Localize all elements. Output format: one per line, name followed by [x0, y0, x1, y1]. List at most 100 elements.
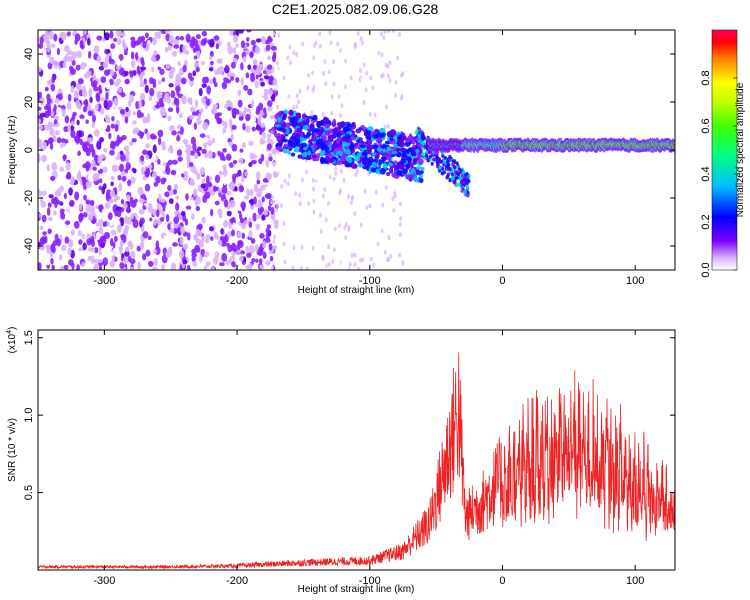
heatmap-cell: [96, 165, 101, 171]
heatmap-cell: [294, 137, 301, 144]
heatmap-cell: [168, 83, 174, 88]
heatmap-cell: [266, 143, 272, 151]
heatmap-cell: [238, 157, 244, 164]
heatmap-cell: [69, 56, 74, 62]
heatmap-cell: [295, 52, 299, 58]
heatmap-cell: [257, 69, 262, 76]
heatmap-cell: [367, 161, 373, 167]
heatmap-cell: [117, 87, 123, 94]
heatmap-cell: [182, 259, 188, 265]
heatmap-cell: [231, 143, 238, 152]
heatmap-cell: [364, 87, 368, 93]
heatmap-cell: [304, 102, 308, 108]
heatmap-cell: [347, 225, 351, 231]
heatmap-cell: [227, 230, 232, 238]
heatmap-cell: [386, 73, 390, 79]
heatmap-cell: [194, 169, 199, 176]
heatmap-cell: [165, 213, 170, 223]
heatmap-cell: [386, 257, 390, 263]
heatmap-cell: [295, 112, 301, 118]
heatmap-cell: [297, 154, 302, 159]
x-tick-label: 100: [626, 575, 644, 587]
heatmap-cell: [275, 152, 279, 158]
heatmap-cell: [370, 38, 374, 44]
heatmap-cell: [118, 136, 124, 142]
heatmap-cell: [198, 241, 204, 248]
heatmap-cell: [103, 99, 108, 109]
heatmap-cell: [450, 172, 454, 177]
heatmap-cell: [85, 199, 91, 205]
heatmap-cell: [387, 235, 391, 241]
heatmap-cell: [124, 250, 130, 257]
heatmap-cell: [260, 81, 266, 87]
heatmap-cell: [195, 211, 202, 218]
heatmap-cell: [332, 247, 336, 253]
heatmap-cell: [204, 191, 211, 199]
heatmap-cell: [248, 245, 255, 255]
heatmap-cell: [114, 165, 120, 172]
heatmap-cell: [109, 149, 115, 156]
heatmap-cell: [218, 170, 224, 176]
heatmap-cell: [208, 226, 214, 232]
heatmap-cell: [116, 58, 121, 67]
heatmap-cell: [298, 201, 302, 207]
heatmap-cell: [397, 136, 402, 140]
heatmap-cell: [51, 162, 58, 171]
heatmap-cell: [230, 61, 236, 69]
heatmap-cell: [158, 193, 162, 203]
heatmap-cell: [426, 158, 430, 163]
heatmap-cell: [213, 256, 219, 265]
spectrogram-y-label: Frequency (Hz): [7, 116, 18, 185]
heatmap-cell: [176, 87, 180, 97]
heatmap-cell: [415, 169, 421, 175]
heatmap-cell: [345, 260, 349, 266]
heatmap-cell: [176, 149, 183, 157]
heatmap-cell: [195, 34, 201, 40]
heatmap-cell: [47, 228, 52, 235]
heatmap-cell: [258, 158, 263, 165]
heatmap-cell: [398, 252, 402, 258]
x-tick-label: -300: [93, 575, 115, 587]
heatmap-cell: [292, 50, 296, 56]
heatmap-cell: [194, 99, 199, 108]
heatmap-cell: [344, 133, 351, 140]
heatmap-cell: [84, 98, 89, 108]
heatmap-cell: [293, 148, 300, 153]
heatmap-cell: [145, 167, 151, 176]
heatmap-cell: [324, 172, 328, 178]
heatmap-cell: [86, 103, 91, 112]
heatmap-cell: [189, 97, 193, 106]
heatmap-cell: [392, 30, 396, 34]
heatmap-cell: [167, 45, 172, 51]
heatmap-cell: [376, 147, 383, 152]
heatmap-cell: [124, 246, 130, 252]
heatmap-cell: [151, 66, 155, 73]
heatmap-cell: [428, 154, 432, 159]
heatmap-cell: [398, 232, 402, 238]
heatmap-cell: [39, 186, 46, 192]
heatmap-cell: [91, 159, 96, 167]
heatmap-cell: [62, 32, 68, 38]
heatmap-cell: [248, 98, 253, 104]
heatmap-cell: [73, 220, 80, 229]
heatmap-cell: [137, 261, 142, 270]
heatmap-cell: [274, 237, 278, 243]
snr-y-label: SNR (10 * v/v): [7, 418, 18, 482]
heatmap-cell: [297, 99, 301, 105]
heatmap-cell: [245, 125, 251, 133]
heatmap-cell: [249, 51, 254, 59]
heatmap-cell: [119, 240, 124, 248]
heatmap-cell: [110, 43, 116, 50]
y-tick-label: -20: [23, 190, 35, 206]
heatmap-cell: [41, 154, 47, 163]
heatmap-cell: [274, 84, 278, 90]
heatmap-cell: [396, 267, 400, 270]
heatmap-cell: [386, 123, 390, 129]
x-tick-label: 0: [499, 275, 505, 287]
heatmap-cell: [173, 44, 180, 49]
heatmap-cell: [346, 194, 350, 200]
heatmap-cell: [300, 120, 308, 126]
heatmap-cell: [205, 175, 210, 184]
heatmap-cell: [192, 260, 198, 267]
heatmap-cell: [436, 164, 440, 169]
